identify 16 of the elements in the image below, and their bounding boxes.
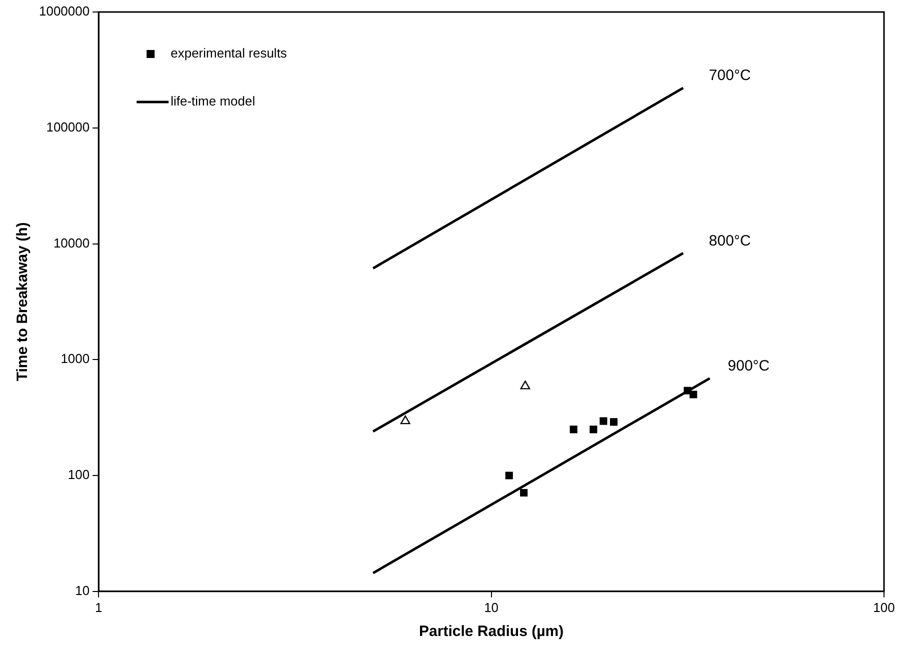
x-tick-label: 10 <box>484 600 499 615</box>
x-axis-title: Particle Radius (µm) <box>419 623 564 640</box>
annotation: 900°C <box>728 357 770 374</box>
y-tick-label: 10000 <box>53 235 90 250</box>
y-tick-label: 100000 <box>46 119 90 134</box>
legend-label: experimental results <box>170 46 288 61</box>
annotation: 800°C <box>708 232 751 250</box>
x-tick-label: 100 <box>873 600 895 615</box>
x-tick-label: 1 <box>94 600 102 615</box>
y-tick-label: 10 <box>75 582 90 598</box>
y-tick-label: 1000 <box>60 351 90 366</box>
legend-label: life-time model <box>170 94 256 109</box>
y-axis-title: Time to Breakaway (h) <box>14 222 32 382</box>
y-tick-label: 1000000 <box>38 4 90 19</box>
annotation: 700°C <box>708 67 751 84</box>
y-tick-label: 100 <box>68 467 90 482</box>
